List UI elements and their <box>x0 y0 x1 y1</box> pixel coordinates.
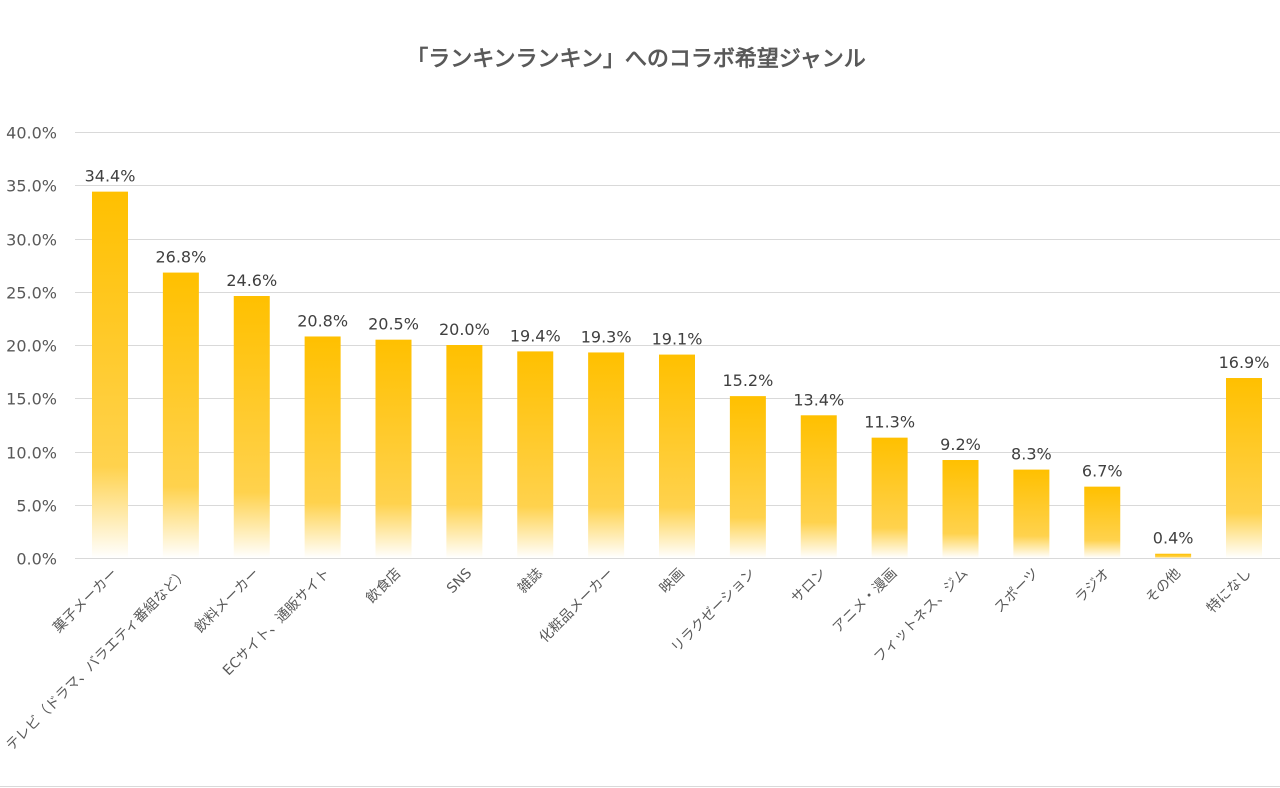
bar <box>92 191 128 558</box>
data-label: 9.2% <box>940 435 981 454</box>
category-label: SNS <box>444 565 475 596</box>
data-label: 16.9% <box>1219 353 1270 372</box>
bar <box>304 336 341 558</box>
data-label: 34.4% <box>85 167 136 186</box>
data-label: 8.3% <box>1011 445 1052 464</box>
category-label: ラジオ <box>1072 566 1113 607</box>
category-label: その他 <box>1143 566 1184 607</box>
data-label: 24.6% <box>226 271 277 290</box>
data-label: 20.5% <box>368 315 419 334</box>
bar <box>233 296 270 558</box>
bar <box>871 437 908 558</box>
data-label: 6.7% <box>1082 462 1123 481</box>
bar <box>800 415 837 558</box>
category-label: 映画 <box>657 566 688 597</box>
data-label: 19.4% <box>510 326 561 345</box>
y-tick-label: 0.0% <box>16 550 57 569</box>
data-label: 19.1% <box>652 330 703 349</box>
chart-title: 「ランキンランキン」へのコラボ希望ジャンル <box>406 46 866 72</box>
data-label: 26.8% <box>155 248 206 267</box>
category-label: サロン <box>789 566 830 607</box>
y-tick-label: 30.0% <box>6 231 57 250</box>
y-tick-label: 25.0% <box>6 284 57 303</box>
category-label: アニメ・漫画 <box>830 566 901 637</box>
data-label: 13.4% <box>793 390 844 409</box>
category-label: 特になし <box>1204 566 1255 617</box>
category-label: 菓子メーカー <box>50 566 121 637</box>
category-label: 化粧品メーカー <box>536 566 617 647</box>
y-tick-label: 20.0% <box>6 337 57 356</box>
bar <box>1084 486 1121 558</box>
bar <box>588 352 625 558</box>
category-label: 雑誌 <box>515 566 546 597</box>
data-label: 11.3% <box>864 413 915 432</box>
bar <box>1155 553 1192 558</box>
y-tick-label: 5.0% <box>16 497 57 516</box>
bar <box>375 339 412 558</box>
y-tick-label: 10.0% <box>6 444 57 463</box>
bar <box>517 351 554 558</box>
bar <box>659 354 695 558</box>
bar <box>1226 378 1262 558</box>
category-label: スポーツ <box>991 566 1042 617</box>
y-tick-label: 15.0% <box>6 390 57 409</box>
category-label: 飲料メーカー <box>192 566 263 637</box>
data-label: 19.3% <box>581 327 632 346</box>
data-label: 20.8% <box>297 311 348 330</box>
bar <box>1013 469 1050 558</box>
y-tick-label: 35.0% <box>6 177 57 196</box>
category-label: 飲食店 <box>363 565 405 607</box>
bar <box>942 460 979 558</box>
bar <box>446 345 483 558</box>
data-label: 20.0% <box>439 320 490 339</box>
bar <box>729 396 766 558</box>
bar <box>162 272 199 558</box>
data-label: 15.2% <box>722 371 773 390</box>
y-tick-label: 40.0% <box>6 124 57 143</box>
data-label: 0.4% <box>1153 529 1194 548</box>
